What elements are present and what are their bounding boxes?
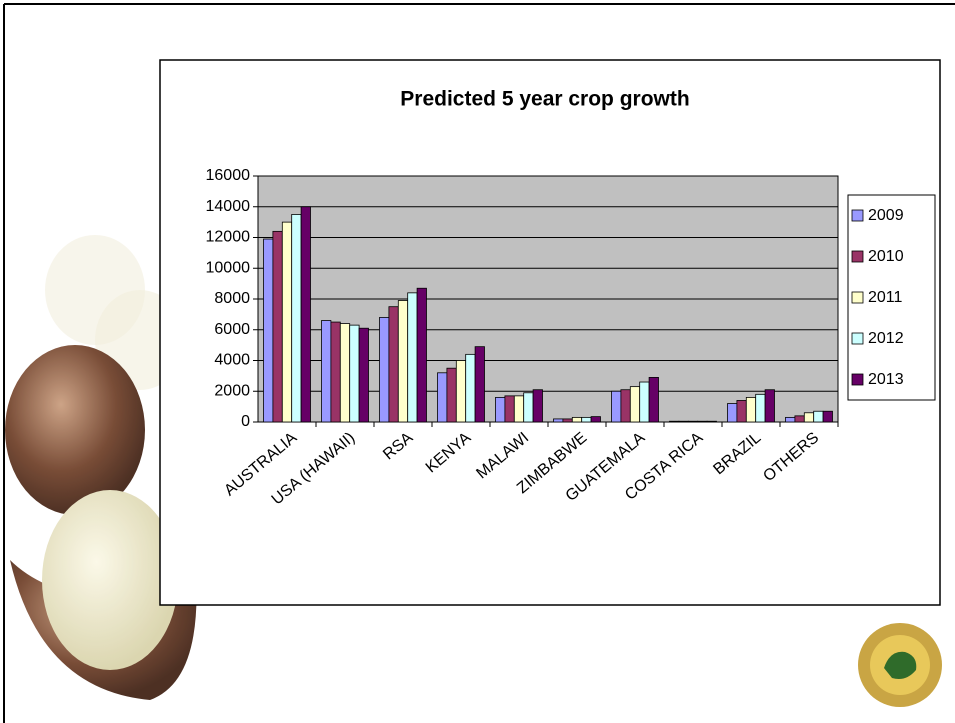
bar [669, 420, 680, 423]
y-tick-label: 14000 [206, 198, 251, 215]
y-tick-label: 8000 [214, 290, 250, 307]
bar [358, 327, 369, 423]
legend-swatch [851, 291, 864, 304]
legend-label: 2013 [868, 371, 904, 388]
decoration [5, 235, 197, 700]
y-tick-label: 4000 [214, 352, 250, 369]
y-tick-label: 16000 [206, 167, 251, 184]
bar [755, 393, 766, 423]
y-tick-label: 10000 [206, 259, 251, 276]
bar [697, 420, 708, 423]
bar [764, 389, 775, 423]
bar [379, 317, 390, 423]
legend-swatch [851, 332, 864, 345]
bar [397, 300, 409, 423]
bar [785, 416, 796, 423]
legend-label: 2009 [868, 207, 904, 224]
legend-label: 2011 [868, 289, 903, 306]
legend-swatch [851, 373, 864, 386]
y-tick-label: 2000 [214, 382, 250, 399]
bar [562, 418, 573, 423]
bar [745, 396, 757, 423]
bar [727, 403, 738, 423]
legend-label: 2010 [868, 248, 904, 265]
bar [455, 360, 467, 423]
bar [629, 386, 641, 423]
bar [407, 292, 418, 423]
bar [581, 416, 592, 423]
bar [687, 420, 699, 423]
bar [465, 353, 476, 423]
chart-title: Predicted 5 year crop growth [400, 88, 689, 111]
bar [794, 415, 805, 423]
bar [349, 324, 360, 423]
bar [639, 381, 650, 423]
bar [321, 320, 332, 423]
bar [263, 238, 274, 423]
bar [513, 395, 525, 423]
legend-label: 2012 [868, 330, 904, 347]
bar [678, 420, 689, 423]
bar [706, 420, 717, 423]
y-tick-label: 12000 [206, 229, 251, 246]
bar [291, 214, 302, 423]
bar [300, 206, 311, 423]
bar [437, 372, 448, 423]
bar [611, 390, 622, 423]
bar [446, 367, 457, 423]
bar [523, 392, 534, 423]
bar [813, 410, 824, 423]
bar [822, 410, 833, 423]
y-tick-label: 0 [241, 413, 250, 430]
bar [504, 395, 515, 423]
bar [553, 418, 564, 423]
bar [532, 389, 543, 423]
bar [620, 389, 631, 423]
y-tick-label: 6000 [214, 321, 250, 338]
bar [648, 377, 659, 423]
legend-swatch [851, 250, 864, 263]
bar [281, 221, 293, 423]
legend-swatch [851, 209, 864, 222]
bar [272, 230, 283, 423]
bar [474, 346, 485, 423]
logo [858, 623, 942, 707]
bar [495, 396, 506, 423]
bar [339, 323, 351, 423]
bar [388, 306, 399, 423]
bar [416, 287, 427, 423]
bar [803, 412, 815, 423]
bar [571, 416, 583, 423]
bar [736, 400, 747, 423]
bar [330, 321, 341, 423]
bar [590, 416, 601, 423]
